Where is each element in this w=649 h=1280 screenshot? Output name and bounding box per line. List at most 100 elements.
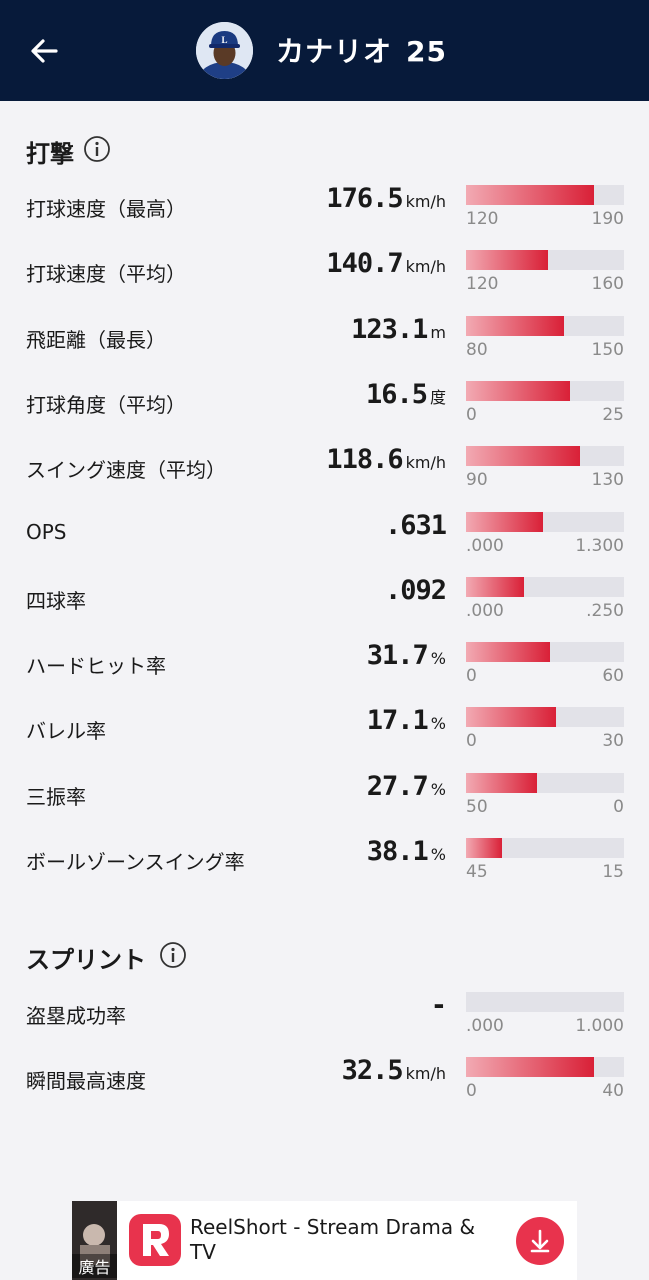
ad-badge: 廣告 bbox=[72, 1254, 117, 1278]
stat-bar-fill bbox=[466, 446, 580, 467]
stat-row: ハードヒット率 31.7% 0 60 bbox=[0, 640, 649, 694]
download-icon[interactable] bbox=[516, 1217, 564, 1265]
stat-scale-min: 120 bbox=[466, 209, 499, 229]
stat-unit: % bbox=[430, 649, 446, 669]
stat-bar bbox=[466, 315, 624, 336]
stat-row: ボールゾーンスイング率 38.1% 45 15 bbox=[0, 836, 649, 890]
stat-bar-fill bbox=[466, 772, 538, 793]
stat-scale-min: 80 bbox=[466, 339, 488, 360]
ad-title[interactable]: ReelShort - Stream Drama & TV bbox=[190, 1215, 476, 1264]
stat-label: OPS bbox=[26, 519, 67, 544]
stat-value: .631 bbox=[385, 510, 447, 541]
stat-number: 176.5 bbox=[326, 183, 403, 214]
ad-banner[interactable]: 廣告 ReelShort - Stream Drama & TV bbox=[72, 1201, 577, 1280]
stat-bar bbox=[466, 1057, 624, 1077]
stat-bar bbox=[466, 772, 624, 793]
stat-label: バレル率 bbox=[26, 719, 106, 744]
stat-unit: km/h bbox=[405, 192, 446, 211]
stat-scale-min: 90 bbox=[466, 470, 488, 491]
stat-bar bbox=[466, 250, 624, 271]
stat-value: 123.1 m bbox=[351, 314, 446, 345]
stat-bar-fill bbox=[466, 838, 503, 858]
stat-label: 打球速度（平均） bbox=[26, 262, 186, 287]
stat-label: 打球速度（最高） bbox=[26, 197, 186, 221]
stat-scale-min: .000 bbox=[466, 600, 504, 621]
stat-scale-min: 0 bbox=[466, 731, 477, 752]
stat-bar bbox=[466, 707, 624, 728]
stat-label: 四球率 bbox=[26, 588, 86, 613]
player-name: カナリオ bbox=[276, 35, 393, 68]
stat-scale-min: 50 bbox=[466, 796, 488, 817]
app-header: L カナリオ 25 bbox=[0, 0, 649, 101]
stat-number: 27.7 bbox=[366, 770, 429, 802]
stat-bar bbox=[466, 380, 624, 401]
stat-row: 三振率 27.7% 50 0 bbox=[0, 770, 649, 825]
stat-unit: % bbox=[430, 779, 446, 799]
stat-number: 140.7 bbox=[326, 248, 403, 280]
stat-number: 17.1 bbox=[366, 705, 429, 737]
stat-unit: % bbox=[430, 845, 446, 864]
stat-bar-fill bbox=[466, 642, 550, 663]
player-number: 25 bbox=[406, 35, 447, 68]
stat-number: .092 bbox=[384, 574, 447, 606]
stat-scale-max: 15 bbox=[602, 862, 624, 882]
stat-row: バレル率 17.1% 0 30 bbox=[0, 705, 649, 759]
stat-number: 31.7 bbox=[366, 640, 429, 672]
stat-scale-max: 160 bbox=[591, 274, 624, 295]
stat-bar-fill bbox=[466, 1057, 594, 1077]
stat-number: 16.5 bbox=[365, 378, 428, 410]
stat-row: 瞬間最高速度 32.5 km/h 0 40 bbox=[0, 1055, 649, 1109]
stat-unit: km/h bbox=[405, 453, 446, 473]
stat-number: 32.5 bbox=[341, 1055, 404, 1086]
stat-scale-min: 0 bbox=[466, 1081, 477, 1101]
stat-scale-max: 130 bbox=[591, 470, 624, 491]
stat-bar-fill bbox=[466, 380, 571, 401]
sprint-info-icon[interactable] bbox=[159, 941, 187, 969]
batting-info-icon[interactable] bbox=[83, 135, 111, 163]
stat-bar-fill bbox=[466, 511, 544, 532]
stat-row: 四球率 .092 .000 .250 bbox=[0, 574, 649, 629]
stat-number: 38.1 bbox=[366, 836, 429, 867]
stat-bar bbox=[466, 838, 624, 858]
stat-scale-max: 0 bbox=[613, 796, 624, 817]
stat-bar-fill bbox=[466, 250, 549, 271]
stat-row: 打球速度（最高） 176.5 km/h 120 190 bbox=[0, 183, 649, 237]
stat-label: ボールゾーンスイング率 bbox=[26, 850, 245, 874]
stat-value: 16.5 度 bbox=[366, 379, 446, 410]
stat-value: 140.7 km/h bbox=[326, 248, 446, 279]
ad-thumbnail: 廣告 bbox=[72, 1201, 117, 1280]
stat-label: 飛距離（最長） bbox=[26, 327, 166, 352]
stat-scale-max: .250 bbox=[586, 600, 624, 621]
stat-label: 瞬間最高速度 bbox=[26, 1069, 146, 1093]
stat-scale-max: 1.000 bbox=[575, 1016, 624, 1036]
stat-scale-max: 1.300 bbox=[575, 535, 624, 556]
stat-scale-max: 150 bbox=[591, 339, 624, 360]
stat-bar-fill bbox=[466, 185, 594, 205]
player-title: カナリオ 25 bbox=[276, 30, 447, 70]
stat-bar bbox=[466, 642, 624, 663]
stat-bar bbox=[466, 185, 624, 205]
stat-scale-max: 60 bbox=[602, 666, 624, 687]
svg-text:L: L bbox=[221, 35, 227, 45]
back-arrow-icon[interactable] bbox=[26, 32, 64, 70]
stat-unit: % bbox=[430, 714, 446, 734]
stat-scale-max: 190 bbox=[591, 209, 624, 229]
stat-unit: m bbox=[430, 322, 446, 342]
stat-bar bbox=[466, 576, 624, 597]
stat-scale-max: 30 bbox=[602, 731, 624, 752]
stat-value: 17.1% bbox=[367, 705, 446, 736]
stat-scale-max: 25 bbox=[602, 404, 624, 425]
stat-row: 盗塁成功率 - .000 1.000 bbox=[0, 990, 649, 1044]
stat-label: 盗塁成功率 bbox=[26, 1004, 126, 1028]
stat-row: OPS .631 .000 1.300 bbox=[0, 510, 649, 564]
stat-value: 118.6 km/h bbox=[326, 444, 446, 475]
stat-unit: km/h bbox=[405, 257, 446, 277]
stat-row: 打球角度（平均） 16.5 度 0 25 bbox=[0, 379, 649, 433]
stat-label: ハードヒット率 bbox=[26, 654, 166, 679]
stat-value: .092 bbox=[384, 574, 447, 606]
stat-number: - bbox=[430, 990, 447, 1021]
stat-bar bbox=[466, 446, 624, 467]
stat-row: 飛距離（最長） 123.1 m 80 150 bbox=[0, 314, 649, 368]
stat-row: スイング速度（平均） 118.6 km/h 90 130 bbox=[0, 444, 649, 498]
stat-bar bbox=[466, 511, 624, 532]
